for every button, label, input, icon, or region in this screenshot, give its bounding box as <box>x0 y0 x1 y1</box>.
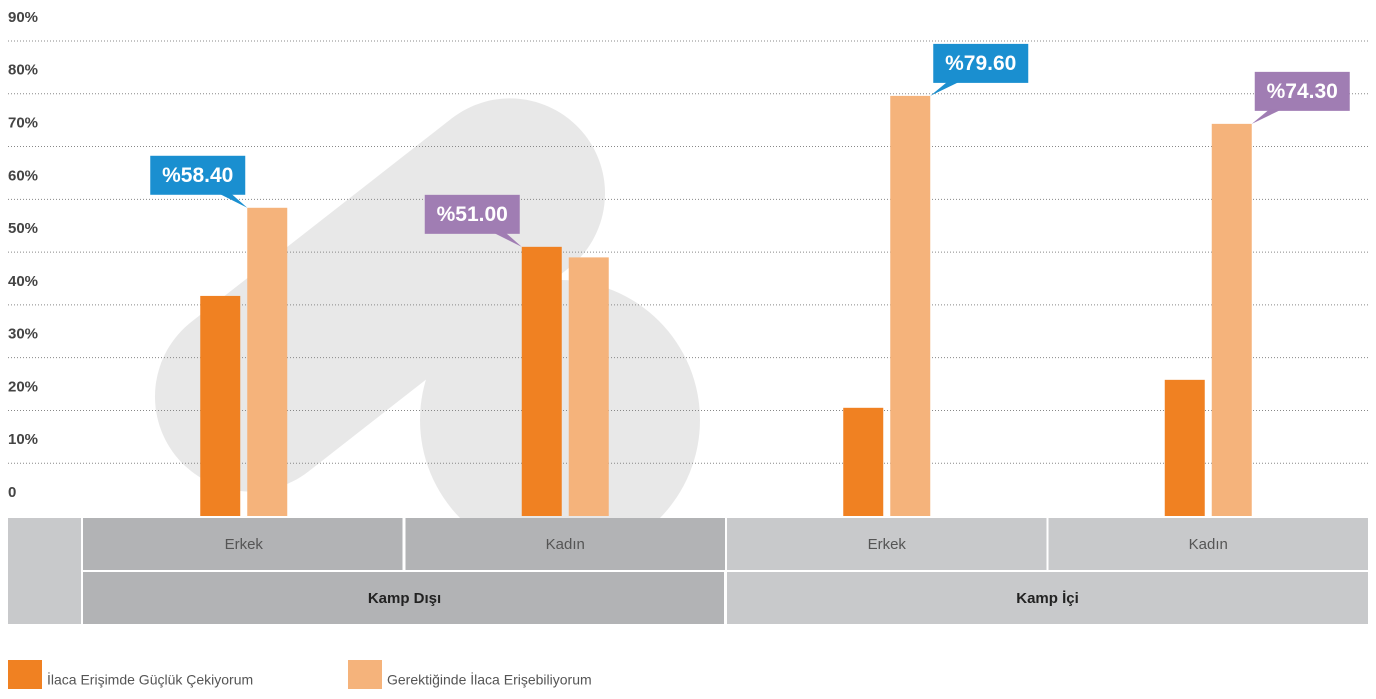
x-tick-label: Kadın <box>1189 536 1228 553</box>
legend-swatch <box>348 660 382 689</box>
callout-box <box>424 194 520 234</box>
legend-label: Gerektiğinde İlaca Erişebiliyorum <box>387 671 592 688</box>
value-label: %58.40 <box>162 164 233 187</box>
bar <box>200 295 241 516</box>
x-tick-label: Erkek <box>868 536 907 553</box>
bar <box>1164 379 1205 516</box>
y-tick-label: 10% <box>8 431 38 448</box>
group-cell <box>727 572 1368 624</box>
category-cell <box>1048 518 1368 570</box>
category-cell <box>83 518 403 570</box>
callout-tail <box>219 193 248 208</box>
bar <box>247 207 288 516</box>
y-tick-label: 60% <box>8 167 38 184</box>
legend-label: İlaca Erişimde Güçlük Çekiyorum <box>47 671 253 688</box>
y-tick-label: 80% <box>8 62 38 79</box>
bar <box>568 257 609 516</box>
callout-box <box>150 155 246 195</box>
bar <box>1211 123 1252 516</box>
bar <box>843 407 884 516</box>
category-cell <box>405 518 725 570</box>
bar <box>890 95 931 516</box>
y-tick-label: 90% <box>8 9 38 26</box>
y-tick-label: 70% <box>8 115 38 132</box>
callout-box <box>933 43 1029 83</box>
value-label: %51.00 <box>437 203 508 226</box>
group-label: Kamp İçi <box>1016 590 1079 607</box>
legend-swatch <box>8 660 42 689</box>
group-label: Kamp Dışı <box>368 590 441 607</box>
callout-tail <box>930 81 960 96</box>
category-cell <box>727 518 1047 570</box>
corner-cell <box>8 518 81 624</box>
bar <box>521 246 562 517</box>
x-tick-label: Erkek <box>225 536 264 553</box>
y-tick-label: 20% <box>8 378 38 395</box>
group-cell <box>83 572 724 624</box>
value-label: %79.60 <box>945 52 1016 75</box>
value-label: %74.30 <box>1267 80 1338 103</box>
y-tick-label: 0 <box>8 484 16 501</box>
y-tick-label: 50% <box>8 220 38 237</box>
callout-tail <box>1251 109 1281 124</box>
callout-box <box>1254 71 1350 111</box>
y-tick-label: 30% <box>8 326 38 343</box>
y-tick-label: 40% <box>8 273 38 290</box>
x-tick-label: Kadın <box>546 536 585 553</box>
callout-tail <box>493 232 522 247</box>
